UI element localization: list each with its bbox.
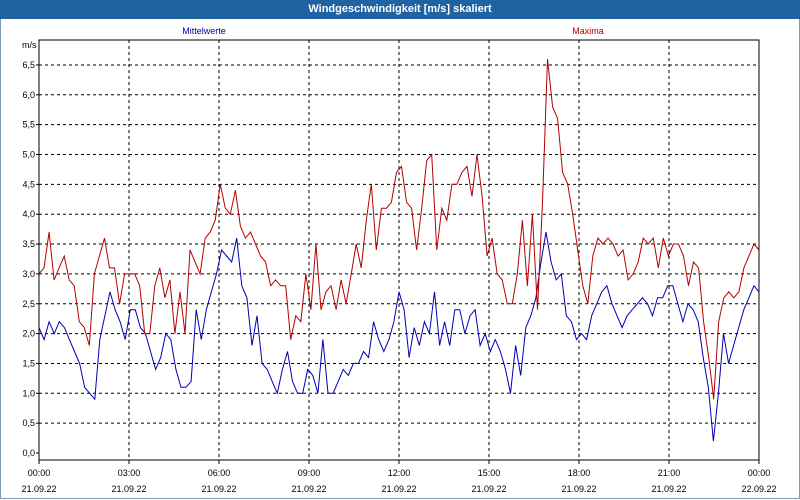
x-tick-date: 21.09.22 <box>651 484 686 494</box>
x-tick-date: 21.09.22 <box>291 484 326 494</box>
x-tick-date: 22.09.22 <box>741 484 776 494</box>
y-tick-label: 5,0 <box>22 150 35 160</box>
y-tick-label: 6,5 <box>22 60 35 70</box>
y-tick-labels: 0,0 0,5 1,0 1,5 2,0 2,5 3,0 3,5 4,0 4,5 5,0 5,5 6,0 6… <box>22 60 35 458</box>
grid <box>36 39 760 464</box>
y-tick-label: 3,5 <box>22 239 35 249</box>
y-tick-label: 4,5 <box>22 179 35 189</box>
x-tick-time: 15:00 <box>478 468 501 478</box>
chart-title: Windgeschwindigkeit [m/s] skaliert <box>0 0 800 19</box>
x-tick-time: 06:00 <box>208 468 231 478</box>
y-tick-label: 3,0 <box>22 269 35 279</box>
y-tick-label: 4,0 <box>22 209 35 219</box>
x-tick-time: 03:00 <box>118 468 141 478</box>
y-tick-label: 2,5 <box>22 299 35 309</box>
legend-maxima: Maxima <box>572 26 604 36</box>
x-tick-time: 00:00 <box>748 468 771 478</box>
x-tick-date: 21.09.22 <box>111 484 146 494</box>
y-tick-label: 2,0 <box>22 329 35 339</box>
x-tick-time: 00:00 <box>28 468 51 478</box>
y-tick-label: 1,5 <box>22 358 35 368</box>
x-tick-labels: 00:00 21.09.22 03:00 21.09.22 06:00 21.09.22 0… <box>21 468 776 494</box>
x-tick-date: 21.09.22 <box>561 484 596 494</box>
x-tick-time: 21:00 <box>658 468 681 478</box>
x-tick-date: 21.09.22 <box>381 484 416 494</box>
x-tick-time: 12:00 <box>388 468 411 478</box>
maxima-line <box>38 58 760 400</box>
y-tick-label: 5,5 <box>22 120 35 130</box>
legend-mittelwerte: Mittelwerte <box>182 26 226 36</box>
y-tick-label: 0,0 <box>22 448 35 458</box>
x-tick-date: 21.09.22 <box>21 484 56 494</box>
y-tick-label: 1,0 <box>22 388 35 398</box>
y-unit-label: m/s <box>22 40 37 50</box>
mittelwerte-line <box>38 232 760 442</box>
x-tick-date: 21.09.22 <box>201 484 236 494</box>
x-tick-time: 09:00 <box>298 468 321 478</box>
series-lines <box>38 58 760 442</box>
y-tick-label: 6,0 <box>22 90 35 100</box>
x-tick-date: 21.09.22 <box>471 484 506 494</box>
y-tick-label: 0,5 <box>22 418 35 428</box>
x-tick-time: 18:00 <box>568 468 591 478</box>
